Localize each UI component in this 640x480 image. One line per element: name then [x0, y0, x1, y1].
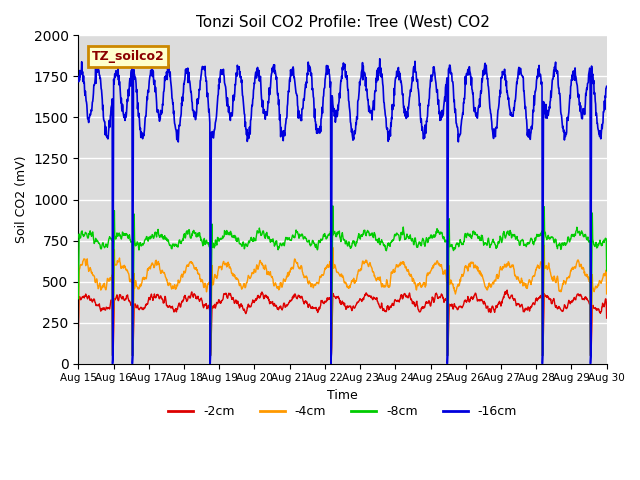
- Y-axis label: Soil CO2 (mV): Soil CO2 (mV): [15, 156, 28, 243]
- Text: TZ_soilco2: TZ_soilco2: [92, 50, 164, 63]
- Legend: -2cm, -4cm, -8cm, -16cm: -2cm, -4cm, -8cm, -16cm: [163, 400, 522, 423]
- Title: Tonzi Soil CO2 Profile: Tree (West) CO2: Tonzi Soil CO2 Profile: Tree (West) CO2: [196, 15, 490, 30]
- X-axis label: Time: Time: [327, 389, 358, 402]
